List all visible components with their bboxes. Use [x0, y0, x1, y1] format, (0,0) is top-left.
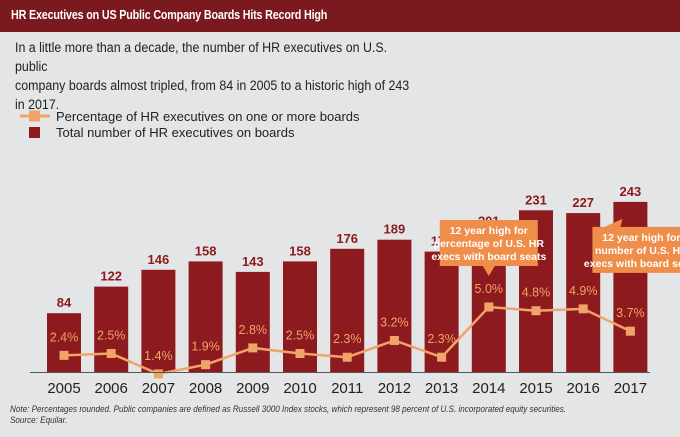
bar-2009 — [235, 271, 270, 372]
callout-bar-high-line-3: execs with board seats — [584, 258, 680, 270]
x-tick-label-2006: 2006 — [95, 380, 128, 397]
percentage-label-2007: 1.4% — [144, 349, 173, 363]
x-tick-label-2012: 2012 — [378, 380, 411, 397]
bar-value-label-2009: 143 — [242, 254, 264, 269]
x-tick-label-2014: 2014 — [472, 380, 505, 397]
percentage-marker-2015 — [531, 306, 541, 316]
callout-percentage-high-line-3: execs with board seats — [431, 251, 546, 263]
x-tick-label-2016: 2016 — [567, 380, 600, 397]
percentage-marker-2005 — [59, 350, 69, 360]
bar-value-label-2005: 84 — [57, 295, 72, 310]
footnote: Note: Percentages rounded. Public compan… — [10, 404, 604, 426]
percentage-label-2011: 2.3% — [333, 332, 362, 346]
x-axis: 2005 2006 2007 2008 2009 2010 2011 2012 2013 2014… — [30, 372, 650, 397]
percentage-marker-2013 — [437, 352, 447, 362]
bar-value-label-2006: 122 — [100, 269, 122, 284]
percentage-label-2012: 3.2% — [380, 315, 409, 329]
bar-value-label-2011: 176 — [336, 231, 358, 246]
bar-value-label-2012: 189 — [384, 222, 406, 237]
callout-percentage-high-line-2: percentage of U.S. HR — [434, 238, 545, 250]
x-tick-label-2009: 2009 — [236, 380, 269, 397]
percentage-marker-2017 — [625, 326, 635, 336]
bar-value-label-2016: 227 — [572, 195, 594, 210]
title-bar: HR Executives on US Public Company Board… — [0, 0, 680, 32]
legend: Percentage of HR executives on one or mo… — [20, 109, 360, 140]
x-tick-label-2013: 2013 — [425, 380, 458, 397]
subtitle-line-2: company boards almost tripled, from 84 i… — [15, 78, 410, 112]
legend-line-marker — [29, 110, 40, 122]
line-series: 2.4% 2.5% 1.4% 1.9% 2.8% 2.5% 2.3% 3.2% 2.3% 5.0%… — [50, 282, 645, 379]
x-tick-label-2007: 2007 — [142, 380, 175, 397]
bar-value-label-2017: 243 — [620, 184, 642, 199]
x-tick-label-2008: 2008 — [189, 380, 222, 397]
callout-bar-high-line-1: 12 year high for — [602, 232, 680, 244]
percentage-label-2015: 4.8% — [522, 286, 551, 300]
legend-label-total: Total number of HR executives on boards — [56, 125, 295, 140]
bar-series — [47, 201, 648, 372]
x-tick-label-2015: 2015 — [519, 380, 552, 397]
callout-bar-high-line-2: number of U.S. HR — [595, 245, 680, 257]
chart-subtitle: In a little more than a decade, the numb… — [15, 38, 420, 114]
bar-value-label-2008: 158 — [195, 243, 217, 258]
bar-value-label-2010: 158 — [289, 243, 311, 258]
percentage-label-2009: 2.8% — [239, 323, 268, 337]
percentage-marker-2007 — [153, 369, 163, 379]
percentage-marker-2009 — [248, 343, 258, 353]
bar-2005 — [47, 313, 81, 372]
subtitle-line-1: In a little more than a decade, the numb… — [15, 40, 388, 74]
callout-percentage-high-box — [439, 220, 538, 266]
callout-percentage-high-line-1: 12 year high for — [450, 225, 528, 237]
percentage-marker-2011 — [342, 352, 352, 362]
bar-2011 — [330, 248, 365, 372]
percentage-label-2006: 2.5% — [97, 329, 126, 343]
x-tick-label-2017: 2017 — [614, 380, 647, 397]
x-tick-label-2005: 2005 — [47, 380, 80, 397]
bar-value-label-2015: 231 — [525, 192, 547, 207]
percentage-marker-2012 — [389, 335, 399, 345]
x-tick-label-2010: 2010 — [283, 380, 316, 397]
legend-label-percentage: Percentage of HR executives on one or mo… — [56, 109, 360, 124]
percentage-marker-2016 — [578, 304, 588, 314]
percentage-label-2005: 2.4% — [50, 330, 79, 344]
percentage-label-2017: 3.7% — [616, 306, 645, 320]
percentage-marker-2006 — [106, 349, 116, 358]
x-tick-label-2011: 2011 — [331, 380, 363, 397]
percentage-marker-2010 — [295, 349, 305, 358]
footnote-note: Note: Percentages rounded. Public compan… — [10, 404, 567, 414]
bar-2012 — [377, 239, 412, 372]
callout-bar-high-box — [592, 226, 680, 273]
chart-title: HR Executives on US Public Company Board… — [11, 8, 328, 22]
percentage-label-2013: 2.3% — [427, 332, 456, 346]
callout-bar-high-pointer — [604, 218, 623, 227]
percentage-label-2016: 4.9% — [569, 284, 598, 298]
percentage-marker-2014 — [484, 302, 494, 312]
percentage-label-2014: 5.0% — [475, 282, 504, 296]
percentage-label-2008: 1.9% — [191, 340, 220, 354]
bar-2007 — [141, 269, 176, 372]
percentage-label-2010: 2.5% — [286, 329, 315, 343]
legend-bar-swatch — [29, 127, 40, 138]
footnote-source: Source: Equilar. — [10, 415, 68, 425]
bar-2008 — [188, 261, 223, 372]
bar-value-label-2007: 146 — [148, 252, 170, 267]
callout-percentage-high-pointer — [482, 266, 495, 276]
percentage-marker-2008 — [201, 360, 211, 370]
bar-value-labels: 84122146158143158176189172201231227243 — [57, 184, 641, 310]
